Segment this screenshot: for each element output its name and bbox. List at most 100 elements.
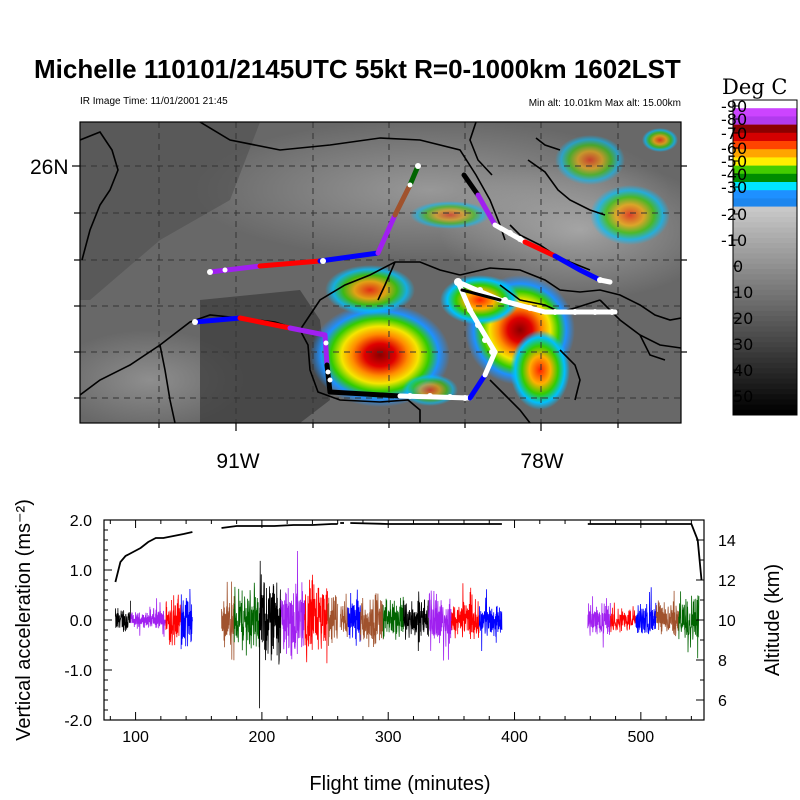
accel-series-21: [635, 587, 657, 635]
colorbar-gray-step: [733, 206, 797, 213]
y-left-tick-label: 1.0: [70, 563, 92, 580]
y-left-tick-label: -2.0: [64, 713, 92, 730]
accel-series-11: [339, 593, 349, 638]
track-points: [192, 163, 615, 401]
colorbar-label: 50: [733, 387, 753, 406]
colorbar-gray-step: [733, 368, 797, 374]
colorbar-gray-step: [733, 342, 797, 348]
accel-series-4: [180, 588, 193, 650]
colorbar-gray-step: [733, 253, 797, 260]
colorbar-swatch: [733, 132, 797, 142]
accel-series-5: [221, 581, 235, 661]
accel-series-15: [403, 591, 429, 652]
colorbar-swatch: [733, 149, 797, 158]
colorbar-gray-step: [733, 404, 797, 411]
colorbar-gray-step: [733, 352, 797, 359]
accel-series-7: [259, 560, 282, 709]
colorbar-gray-step: [733, 378, 797, 385]
colorbar-gray-step: [733, 232, 797, 239]
accel-series-14: [382, 596, 404, 640]
colorbar-gray-step: [733, 243, 797, 249]
y-left-tick-label: 0.0: [70, 613, 92, 630]
y-right-tick-label: 10: [718, 613, 736, 630]
y-left-tick-label: 2.0: [70, 513, 92, 530]
x-tick-label: 100: [122, 729, 149, 746]
y-axis-right-label: Altitude (km): [762, 564, 784, 676]
colorbar-gray-step: [733, 289, 797, 296]
colorbar-gray-step: [733, 237, 797, 244]
altitude-line-3: [350, 522, 502, 525]
x-tick-label: 500: [627, 729, 654, 746]
accel-series-18: [478, 589, 503, 652]
colorbar-swatch: [733, 124, 797, 134]
colorbar-label: 10: [733, 283, 753, 302]
colorbar-gray-step: [733, 295, 797, 301]
colorbar-gray-step: [733, 409, 797, 416]
colorbar-gray-step: [733, 284, 797, 291]
colorbar-swatch: [733, 173, 797, 183]
colorbar-gray-step: [733, 310, 797, 317]
colorbar-gray-step: [733, 399, 797, 405]
colorbar-gray-step: [733, 383, 797, 390]
accel-series-0: [115, 600, 131, 632]
colorbar-swatch: [733, 157, 797, 166]
accel-series-1: [130, 612, 149, 636]
accel-series-9: [304, 574, 328, 664]
altitude-line-4: [587, 523, 703, 581]
colorbar-swatch: [733, 116, 797, 125]
x-tick-label: 400: [501, 729, 528, 746]
accel-series-3: [165, 594, 182, 646]
colorbar-gray-step: [733, 373, 797, 379]
colorbar-gray-step: [733, 211, 797, 218]
colorbar-swatch: [733, 141, 797, 150]
accel-series-22: [655, 590, 680, 637]
colorbar-label: 20: [733, 309, 753, 328]
y-right-tick-label: 8: [718, 653, 727, 670]
colorbar-gray-step: [733, 258, 797, 265]
y-left-tick-label: -1.0: [64, 663, 92, 680]
colorbar-swatch: [733, 108, 797, 117]
colorbar-gray-step: [733, 394, 797, 400]
colorbar-swatch: [733, 190, 797, 199]
colorbar-label: 30: [733, 335, 753, 354]
colorbar-gray-step: [733, 388, 797, 395]
colorbar-swatch: [733, 182, 797, 191]
altitude-line-0: [114, 531, 193, 583]
accel-series-23: [678, 591, 700, 659]
y-right-tick-label: 12: [718, 573, 736, 590]
colorbar-gray-step: [733, 263, 797, 270]
accel-series-10: [327, 595, 339, 646]
colorbar-gray-step: [733, 269, 797, 275]
accel-series-6: [233, 582, 260, 656]
ir-image-time: IR Image Time: 11/01/2001 21:45: [80, 96, 228, 107]
accel-series-17: [451, 583, 480, 640]
colorbar-gray-step: [733, 336, 797, 343]
accel-series-13: [360, 593, 384, 648]
colorbar-gray-step: [733, 331, 797, 338]
y-right-tick-label: 14: [718, 533, 736, 550]
ir-satellite-map: [80, 122, 681, 423]
colorbar-gray-step: [733, 279, 797, 286]
lon-label-78w: 78W: [520, 450, 563, 473]
y-axis-left-label: Vertical acceleration (ms⁻²): [13, 499, 35, 741]
accel-series-19: [587, 596, 611, 648]
colorbar-gray-step: [733, 347, 797, 353]
coastlines: [80, 122, 681, 423]
accel-series-16: [428, 590, 452, 661]
colorbar-gray-step: [733, 248, 797, 254]
colorbar-swatch: [733, 100, 797, 109]
x-tick-label: 300: [375, 729, 402, 746]
colorbar: Deg C -90-80-70-60-50-40-30-20-100102030…: [721, 75, 798, 416]
colorbar-gray-step: [733, 357, 797, 364]
lat-label-26n: 26N: [30, 156, 69, 179]
acceleration-chart: 100 200 300 400 500 2.0 1.0 0.0 -1.0 -2.0 14 12 10 8 6…: [13, 499, 784, 795]
colorbar-gray-step: [733, 326, 797, 333]
colorbar-label: 40: [733, 361, 753, 380]
colorbar-gray-step: [733, 274, 797, 280]
colorbar-title: Deg C: [722, 75, 787, 99]
colorbar-gray-step: [733, 362, 797, 369]
accel-series-12: [347, 589, 361, 646]
colorbar-gray-step: [733, 305, 797, 312]
chart-title: Michelle 110101/2145UTC 55kt R=0-1000km …: [34, 54, 681, 84]
